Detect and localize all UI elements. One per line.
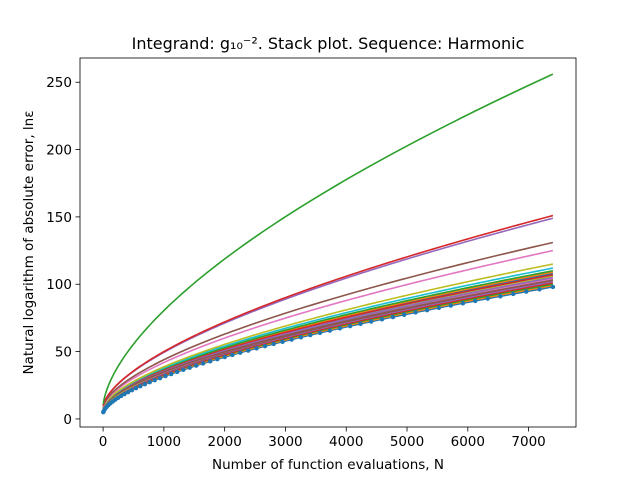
y-tick-label: 50	[55, 345, 72, 361]
series-marker	[142, 382, 148, 387]
x-tick-label: 5000	[390, 434, 424, 450]
plot-area	[101, 73, 556, 415]
series-line-23	[102, 73, 554, 405]
series-marker	[147, 380, 152, 385]
series-marker	[298, 335, 304, 340]
series-marker	[194, 363, 199, 368]
y-tick-label: 150	[46, 210, 72, 226]
series-marker	[280, 339, 285, 344]
series-marker	[230, 352, 235, 358]
x-tick-label: 3000	[268, 434, 302, 450]
series-marker	[413, 310, 418, 315]
series-marker	[390, 314, 396, 320]
series-marker	[511, 291, 516, 297]
series-line-19	[102, 249, 554, 408]
plot-frame	[79, 57, 577, 428]
series-marker	[129, 387, 135, 393]
series-marker	[368, 319, 374, 324]
series-marker	[337, 326, 343, 331]
series-marker	[327, 328, 333, 333]
x-tick-label: 0	[99, 434, 108, 450]
series-marker	[174, 369, 180, 375]
series-marker	[289, 337, 294, 342]
x-axis: 0 1000 2000 3000 4000 5000 6000 7000	[99, 427, 546, 450]
x-tick-label: 1000	[147, 434, 181, 450]
series-marker	[358, 321, 363, 327]
series-marker	[271, 341, 276, 347]
series-marker	[424, 307, 430, 313]
series-marker	[262, 343, 268, 349]
series-marker	[122, 391, 127, 397]
series-marker	[169, 371, 174, 377]
y-tick-label: 200	[46, 143, 72, 159]
x-axis-label: Number of function evaluations, N	[212, 457, 444, 473]
series-marker	[473, 298, 478, 304]
series-line-18	[102, 263, 554, 408]
series-marker	[537, 287, 542, 292]
series-marker	[222, 354, 227, 360]
series-marker	[138, 384, 143, 389]
series-marker	[187, 365, 192, 370]
series-marker	[485, 296, 490, 301]
series-line-20	[102, 241, 554, 407]
series-marker	[181, 367, 186, 373]
series-marker	[498, 294, 503, 299]
y-tick-label: 100	[46, 277, 72, 293]
series-marker	[448, 303, 453, 308]
series-marker	[308, 332, 313, 338]
series-marker	[133, 386, 139, 391]
series-marker	[125, 389, 131, 395]
series-marker	[254, 346, 259, 351]
x-tick-label: 4000	[329, 434, 363, 450]
series-marker	[460, 301, 466, 306]
series-marker	[215, 357, 220, 362]
y-axis-label: Natural logarithm of absolute error, lnε	[21, 110, 37, 374]
series-marker	[207, 359, 213, 364]
series-line-21	[102, 217, 554, 406]
series-marker	[200, 361, 206, 366]
series-marker	[246, 348, 251, 353]
series-marker	[401, 312, 407, 317]
x-tick-label: 6000	[451, 434, 485, 450]
series-marker	[347, 323, 353, 329]
series-marker	[152, 377, 157, 383]
series-marker	[238, 350, 243, 355]
y-tick-label: 250	[46, 75, 72, 91]
series-line-16	[102, 279, 554, 409]
y-tick-label: 0	[63, 412, 72, 428]
series-marker	[436, 305, 442, 311]
series-marker	[163, 373, 168, 379]
series-marker	[524, 289, 529, 294]
x-tick-label: 2000	[207, 434, 241, 450]
series-marker	[317, 330, 323, 336]
series-line-4	[102, 282, 554, 412]
series-marker	[157, 375, 163, 381]
series-line-22	[102, 214, 554, 406]
y-axis: 0 50 100 150 200 250	[46, 75, 80, 428]
x-tick-label: 7000	[511, 434, 545, 450]
series-marker	[379, 317, 385, 322]
chart-title: Integrand: g₁₀⁻². Stack plot. Sequence: …	[132, 34, 525, 53]
series-marker	[118, 393, 124, 399]
series-marker	[550, 284, 556, 290]
